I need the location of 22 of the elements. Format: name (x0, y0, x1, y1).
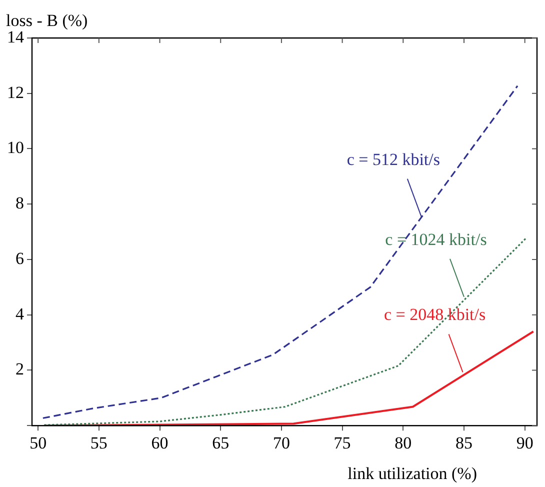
annotation: c = 512 kbit/s (346, 150, 440, 169)
y-tick-label: 8 (16, 194, 24, 213)
x-tick-label: 90 (516, 433, 534, 452)
x-axis-title: link utilization (%) (348, 464, 477, 483)
y-tick-label: 2 (16, 360, 24, 379)
y-tick-label: 14 (7, 27, 24, 46)
x-tick-label: 60 (151, 433, 168, 452)
annotation: c = 1024 kbit/s (385, 230, 487, 249)
x-tick-label: 65 (212, 433, 230, 452)
x-tick-label: 50 (30, 433, 47, 452)
y-tick-label: 12 (7, 82, 24, 102)
x-tick-label: 75 (334, 433, 351, 452)
y-tick-label: 4 (16, 304, 24, 324)
x-tick-label: 85 (455, 433, 472, 452)
x-tick-label: 70 (272, 433, 290, 452)
y-tick-label: 10 (7, 138, 24, 158)
annotation: c = 2048 kbit/s (384, 305, 486, 324)
y-tick-label: 6 (16, 248, 24, 268)
y-axis-title: loss - B (%) (6, 10, 88, 30)
x-tick-label: 55 (90, 433, 108, 452)
line-series (42, 85, 518, 419)
x-tick-label: 80 (394, 433, 412, 452)
